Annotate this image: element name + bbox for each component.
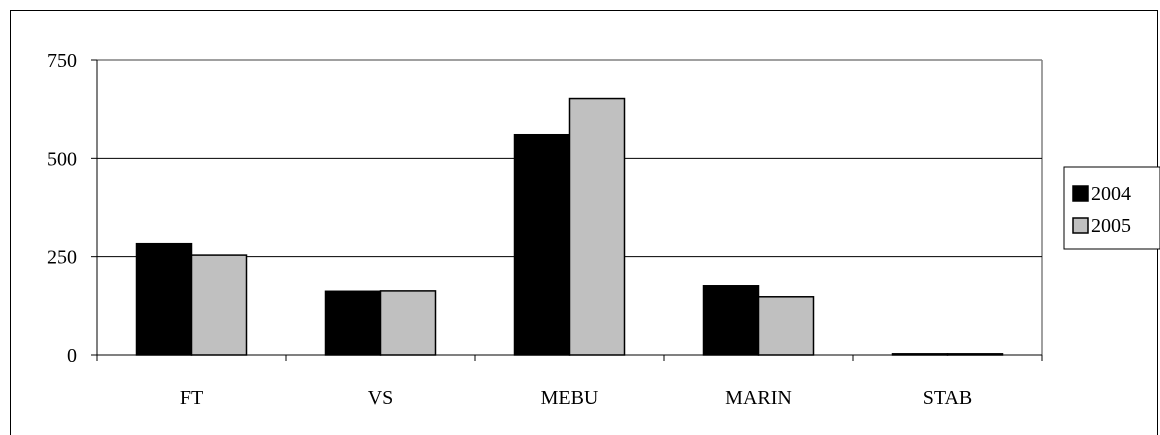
legend-label-2004: 2004 [1091,183,1131,205]
x-tick-label: VS [368,387,394,409]
legend-box [1063,166,1160,250]
axes [91,59,1043,361]
bar-ft-2005 [190,254,248,356]
bar-ft-2004 [135,242,193,356]
x-tick-label: FT [180,387,203,409]
x-tick-label: STAB [923,387,973,409]
bar-mebu-2005 [568,97,626,356]
axis-labels: 0 250 500 750 FT VS MEBU MARIN STAB [47,50,972,409]
bar-vs-2005 [379,290,437,356]
y-tick-label: 500 [47,148,77,170]
legend-swatch-2005 [1072,217,1089,234]
y-tick-label: 0 [67,345,77,367]
bar-marin-2005 [757,296,815,356]
legend-swatch-2004 [1072,185,1089,202]
x-tick-label: MEBU [541,387,599,409]
legend: 2004 2005 [1063,166,1160,250]
y-tick-label: 250 [47,247,77,269]
bar-mebu-2004 [513,133,571,356]
legend-label-2005: 2005 [1091,215,1131,237]
y-tick-label: 750 [47,50,77,72]
bar-marin-2004 [702,285,760,356]
bar-vs-2004 [324,290,382,356]
x-tick-label: MARIN [725,387,792,409]
bars [135,97,1004,356]
